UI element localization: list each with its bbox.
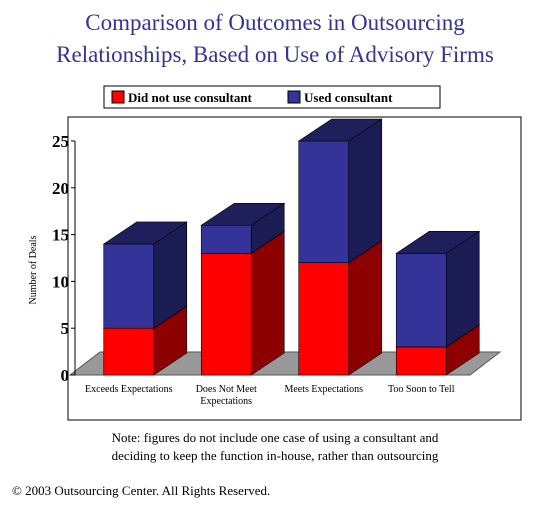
x-tick-label: Too Soon to Tell	[388, 384, 455, 395]
chart-title: Comparison of Outcomes in Outsourcing	[85, 10, 465, 35]
bar-front	[200, 253, 252, 376]
x-tick-label: Exceeds Expectations	[85, 384, 173, 395]
y-tick-label: 25	[52, 132, 69, 151]
bar-segment	[102, 221, 188, 329]
bar-front	[298, 262, 350, 376]
bar-front	[200, 224, 252, 254]
legend-box	[103, 85, 441, 109]
bar-front	[395, 346, 447, 376]
legend-swatch	[287, 90, 301, 104]
copyright: © 2003 Outsourcing Center. All Rights Re…	[12, 483, 270, 498]
bar-segment	[297, 118, 383, 264]
legend-swatch	[111, 90, 125, 104]
bar-front	[103, 327, 155, 376]
y-tick-label: 15	[52, 226, 69, 245]
x-tick-label: Does Not Meet Expectations	[195, 384, 257, 407]
bar-top	[297, 118, 383, 142]
note: Note: figures do not include one case of…	[112, 430, 439, 445]
bar-front	[395, 253, 447, 348]
y-axis-label: Number of Deals	[28, 235, 39, 304]
bar-side	[250, 230, 285, 376]
legend-label: Used consultant	[304, 90, 393, 105]
y-tick-label: 10	[52, 272, 69, 291]
bar-front	[103, 243, 155, 329]
x-tick-label: Meets Expectations	[284, 384, 364, 395]
bar-top	[395, 231, 481, 254]
bar-segment	[200, 202, 286, 254]
plot-frame	[67, 116, 522, 421]
bar-top	[200, 202, 286, 226]
bar-side	[348, 240, 383, 376]
bar-segment	[200, 230, 286, 376]
chart-title: Relationships, Based on Use of Advisory …	[56, 42, 494, 67]
note: deciding to keep the function in-house, …	[112, 448, 439, 463]
bar-top	[102, 221, 188, 245]
y-tick-label: 20	[52, 179, 69, 198]
legend-label: Did not use consultant	[128, 90, 253, 105]
y-tick-label: 5	[61, 319, 70, 338]
bar-segment	[395, 230, 481, 348]
bar-front	[298, 140, 350, 263]
bar-side	[348, 118, 383, 264]
y-tick-label: 0	[61, 366, 70, 385]
